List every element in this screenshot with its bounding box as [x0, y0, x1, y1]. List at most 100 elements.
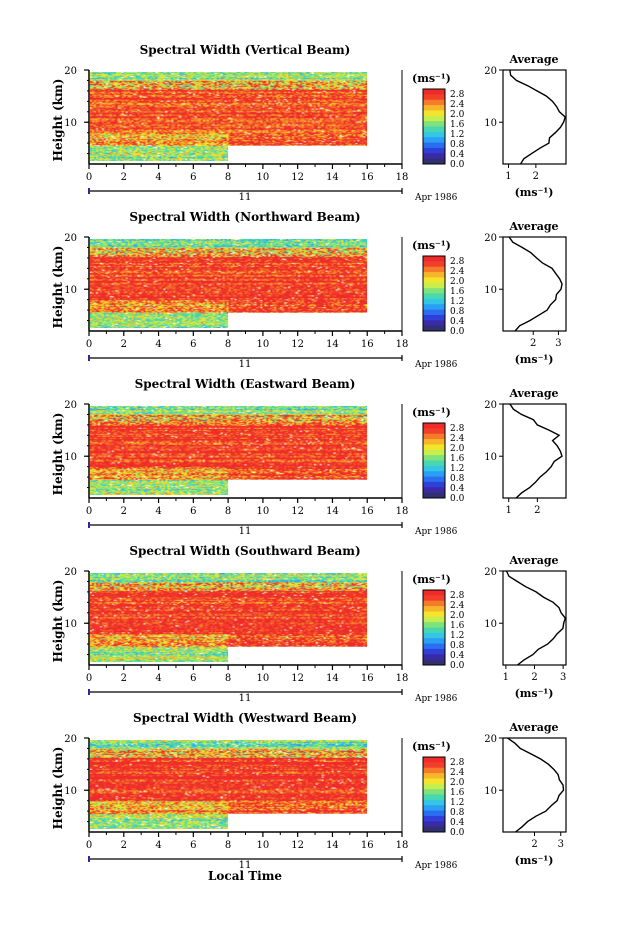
colorbar-swatch	[423, 465, 445, 472]
x-tick-label: 6	[190, 172, 196, 183]
x-tick-label: 10	[257, 673, 270, 684]
x-tick-label: 14	[326, 840, 339, 851]
colorbar-unit: (ms⁻¹)	[412, 239, 451, 252]
x-tick-label: 18	[396, 339, 409, 350]
x-tick-label: 14	[326, 506, 339, 517]
colorbar-swatch	[423, 304, 445, 311]
colorbar-swatch	[423, 261, 445, 268]
profile-title: Average	[508, 53, 558, 66]
colorbar-swatch	[423, 600, 445, 607]
colorbar-swatch	[423, 643, 445, 650]
colorbar-tick-label: 2.8	[450, 257, 465, 267]
x-tick-label: 18	[396, 506, 409, 517]
colorbar-swatch	[423, 611, 445, 618]
colorbar-tick-label: 0.8	[450, 474, 465, 484]
profile-title: Average	[508, 220, 558, 233]
colorbar-tick-label: 0.4	[450, 150, 465, 160]
date-suffix: Apr 1986	[414, 861, 458, 871]
y-tick-label: 10	[64, 452, 77, 463]
profile-y-tick-label: 20	[484, 567, 497, 578]
x-tick-label: 8	[225, 339, 231, 350]
x-tick-label: 12	[291, 506, 304, 517]
x-tick-label: 16	[361, 840, 374, 851]
colorbar-frame	[422, 756, 446, 833]
profile-unit: (ms⁻¹)	[515, 353, 554, 366]
y-tick-label: 20	[64, 233, 77, 244]
colorbar-tick-label: 1.6	[450, 621, 465, 631]
colorbar-swatch	[423, 826, 445, 833]
colorbar-swatch	[423, 314, 445, 321]
colorbar-tick-label: 2.4	[450, 434, 465, 444]
colorbar-swatch	[423, 121, 445, 127]
colorbar-swatch	[423, 815, 445, 822]
colorbar-tick-label: 2.8	[450, 90, 465, 100]
colorbar-tick-label: 1.2	[450, 631, 464, 641]
colorbar-swatch	[423, 460, 445, 467]
colorbar-swatch	[423, 147, 445, 154]
colorbar-swatch	[423, 256, 445, 262]
y-tick-label: 10	[64, 619, 77, 630]
colorbar-swatch	[423, 126, 445, 133]
profile-x-tick-label: 3	[558, 839, 564, 850]
x-tick-label: 0	[86, 339, 92, 350]
y-axis-label: Height (km)	[51, 413, 65, 496]
colorbar-swatch	[423, 810, 445, 817]
x-tick-label: 2	[121, 673, 127, 684]
colorbar-swatch	[423, 444, 445, 451]
colorbar-swatch	[423, 423, 445, 429]
panel-southward: Spectral Width (Southward Beam) Height (…	[51, 544, 567, 704]
heatmap-field	[90, 406, 368, 495]
profile-x-tick-label: 1	[506, 505, 512, 516]
colorbar-tick-label: 1.2	[450, 464, 464, 474]
colorbar-unit: (ms⁻¹)	[412, 573, 451, 586]
colorbar-swatch	[423, 433, 445, 440]
colorbar-swatch	[423, 110, 445, 117]
colorbar-tick-label: 2.8	[450, 424, 465, 434]
profile-y-tick-label: 20	[484, 233, 497, 244]
profile-y-tick-label: 20	[484, 734, 497, 745]
colorbar-tick-label: 1.2	[450, 798, 464, 808]
profile-x-tick-label: 3	[555, 338, 561, 349]
panel-title: Spectral Width (Eastward Beam)	[135, 377, 356, 391]
colorbar-swatch	[423, 298, 445, 305]
x-tick-label: 18	[396, 673, 409, 684]
x-tick-label: 12	[291, 172, 304, 183]
x-tick-label: 2	[121, 339, 127, 350]
profile-y-tick-label: 10	[484, 452, 497, 463]
profile-line	[509, 403, 563, 499]
colorbar-unit: (ms⁻¹)	[412, 740, 451, 753]
profile-title: Average	[508, 387, 558, 400]
date-label: 11	[239, 526, 252, 537]
colorbar-swatch	[423, 476, 445, 483]
colorbar-tick-label: 0.8	[450, 808, 465, 818]
x-tick-label: 10	[257, 506, 270, 517]
panel-title: Spectral Width (Vertical Beam)	[140, 43, 351, 57]
colorbar-swatch	[423, 137, 445, 144]
profile-x-tick-label: 2	[531, 839, 537, 850]
date-label: 11	[239, 359, 252, 370]
date-label: 11	[239, 693, 252, 704]
profile-x-tick-label: 1	[503, 672, 509, 683]
colorbar-swatch	[423, 789, 445, 795]
colorbar-swatch	[423, 805, 445, 812]
colorbar-swatch	[423, 632, 445, 639]
colorbar-swatch	[423, 449, 445, 456]
colorbar-swatch	[423, 309, 445, 316]
x-tick-label: 8	[225, 506, 231, 517]
y-axis-label: Height (km)	[51, 580, 65, 663]
profile-x-tick-label: 1	[505, 171, 511, 182]
colorbar-swatch	[423, 481, 445, 488]
colorbar-swatch	[423, 272, 445, 278]
profile-x-tick-label: 3	[560, 672, 566, 683]
y-axis-label: Height (km)	[51, 246, 65, 329]
x-tick-label: 8	[225, 673, 231, 684]
x-tick-label: 2	[121, 172, 127, 183]
colorbar-swatch	[423, 471, 445, 478]
colorbar-tick-label: 1.6	[450, 287, 465, 297]
x-tick-label: 6	[190, 673, 196, 684]
y-tick-label: 10	[64, 118, 77, 129]
y-tick-label: 20	[64, 66, 77, 77]
date-suffix: Apr 1986	[414, 527, 458, 537]
date-label: 11	[239, 192, 252, 203]
